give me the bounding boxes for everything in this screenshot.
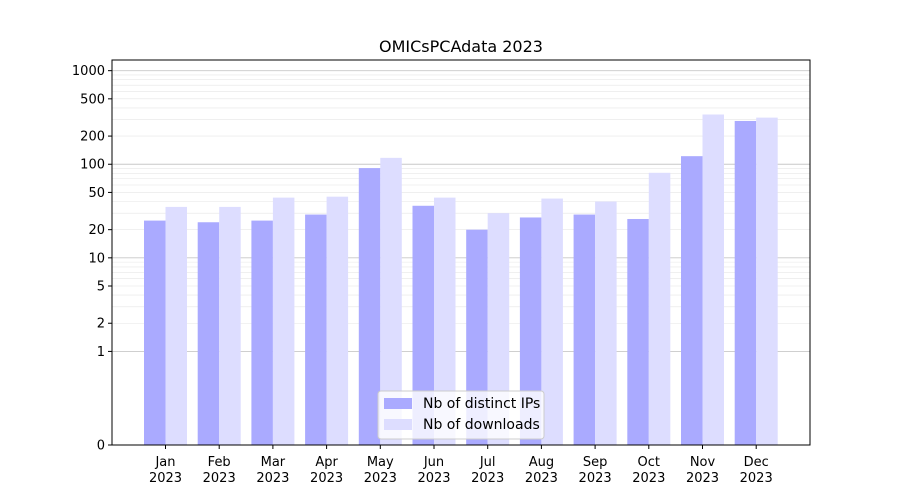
bar-distinct-ips	[251, 220, 273, 445]
x-tick-label-year: 2023	[149, 471, 182, 486]
bar-distinct-ips	[358, 168, 381, 445]
x-tick-label-year: 2023	[256, 471, 289, 486]
x-axis: Jan2023Feb2023Mar2023Apr2023May2023Jun20…	[149, 445, 773, 486]
legend-label-ips: Nb of distinct IPs	[423, 396, 540, 412]
y-tick-label: 50	[88, 186, 105, 201]
x-tick-label-year: 2023	[740, 471, 773, 486]
bar-downloads	[648, 172, 671, 445]
x-tick-label-month: Sep	[583, 455, 608, 470]
bar-downloads	[380, 157, 402, 446]
x-tick-label-month: May	[367, 455, 394, 470]
bar-distinct-ips	[412, 205, 434, 445]
bar-downloads	[541, 198, 563, 445]
x-tick-label-month: Oct	[638, 455, 660, 470]
y-tick-label: 10	[88, 251, 105, 266]
y-tick-label: 500	[80, 92, 105, 107]
x-tick-label-year: 2023	[203, 471, 236, 486]
y-tick-label: 100	[80, 158, 105, 173]
legend: Nb of distinct IPs Nb of downloads	[377, 390, 545, 440]
y-tick-label: 2	[97, 317, 105, 332]
bar-downloads	[702, 114, 724, 445]
legend-label-downloads: Nb of downloads	[423, 417, 540, 433]
bar-downloads	[434, 197, 456, 445]
bars	[144, 114, 778, 446]
x-tick-label-year: 2023	[417, 471, 450, 486]
x-tick-label-year: 2023	[310, 471, 343, 486]
x-tick-label-month: Jul	[479, 455, 496, 470]
y-tick-label: 1000	[72, 64, 105, 79]
bar-distinct-ips	[734, 120, 757, 445]
bar-downloads	[326, 196, 349, 445]
bar-distinct-ips	[573, 214, 596, 445]
legend-swatch-ips	[384, 398, 412, 409]
bar-downloads	[165, 206, 187, 445]
y-tick-label: 20	[88, 223, 105, 238]
x-tick-label-month: Aug	[529, 455, 554, 470]
x-tick-label-month: Feb	[208, 455, 231, 470]
x-tick-label-year: 2023	[579, 471, 612, 486]
bar-downloads	[487, 213, 510, 445]
x-tick-label-year: 2023	[364, 471, 397, 486]
y-tick-label: 5	[97, 280, 105, 295]
x-tick-label-year: 2023	[632, 471, 665, 486]
bar-downloads	[756, 117, 778, 445]
legend-swatch-downloads	[384, 419, 412, 430]
y-tick-label: 1	[97, 345, 105, 360]
x-tick-label-year: 2023	[686, 471, 719, 486]
legend-box	[377, 390, 545, 440]
bar-distinct-ips	[144, 220, 166, 445]
plot-frame	[111, 59, 811, 446]
x-tick-label-year: 2023	[471, 471, 504, 486]
chart-title: OMICsPCAdata 2023	[379, 37, 543, 56]
x-tick-label-month: Dec	[744, 455, 769, 470]
x-tick-label-year: 2023	[525, 471, 558, 486]
bar-distinct-ips	[627, 218, 649, 445]
bar-downloads	[219, 206, 241, 445]
bar-downloads	[595, 201, 617, 445]
x-tick-label-month: Nov	[690, 455, 716, 470]
bar-distinct-ips	[681, 156, 703, 445]
y-axis: 0 1 2 5 10 20 50 100 200 500 1000	[72, 64, 112, 454]
x-tick-label-month: Jun	[423, 455, 444, 470]
x-tick-label-month: Mar	[261, 455, 286, 470]
bar-distinct-ips	[305, 214, 327, 445]
y-tick-label: 0	[97, 439, 105, 454]
x-tick-label-month: Jan	[154, 455, 175, 470]
y-tick-label: 200	[80, 130, 105, 145]
x-tick-label-month: Apr	[315, 455, 338, 470]
bar-distinct-ips	[519, 217, 542, 445]
bar-downloads	[272, 197, 295, 445]
bar-distinct-ips	[197, 222, 220, 445]
